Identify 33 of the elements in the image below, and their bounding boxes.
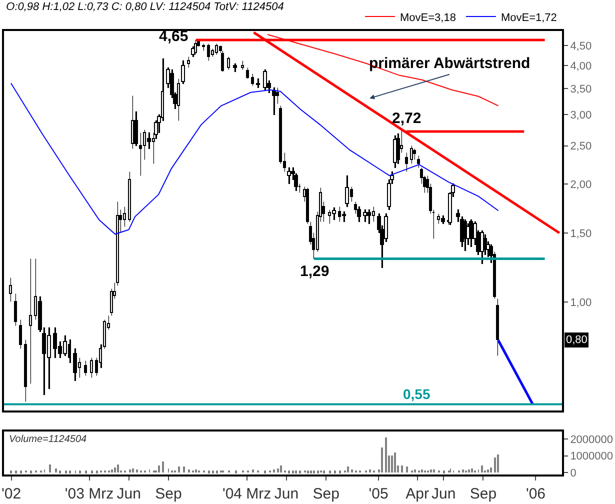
legend-label: MovE=3,18 — [400, 12, 456, 24]
y-tick-label: 1,50 — [570, 228, 592, 240]
y-tick-label: 3,00 — [570, 110, 592, 122]
y-tick-label: 4,00 — [570, 60, 592, 72]
x-tick-label: Sep — [470, 485, 497, 502]
y-tick-label: 1000000 — [570, 450, 614, 463]
x-tick-label: '06 — [526, 485, 546, 502]
annotation: primärer Abwärtstrend — [369, 55, 530, 72]
x-tick-label: Jun — [116, 485, 141, 502]
x-tick-label: Sep — [312, 485, 340, 502]
chart-title: O:0,98 H:1,02 L:0,73 C: 0,80 LV: 1124504 TotV: 1124504 — [6, 1, 284, 14]
x-tick-label: Sep — [155, 485, 182, 502]
y-tick-label: 4,50 — [570, 40, 592, 52]
y-tick-label: 2,50 — [570, 140, 592, 153]
text: 0,80 — [566, 334, 588, 346]
x-tick-label: '02 — [2, 485, 22, 502]
x-tick-label: Jun — [432, 485, 456, 502]
y-tick-label: 1,00 — [570, 297, 592, 310]
x-tick-label: Apr — [406, 485, 430, 502]
y-tick-label: 2000000 — [570, 434, 614, 446]
x-tick-label: '03 Mrz — [64, 485, 114, 502]
x-tick-label: '04 Mrz — [222, 485, 272, 502]
annotation: 2,72 — [392, 110, 422, 127]
annotation: 1,29 — [300, 263, 330, 280]
chart-title: Volume=1124504 — [9, 434, 87, 445]
legend-label: MovE=1,72 — [500, 12, 557, 24]
y-tick-label: 3,50 — [570, 83, 592, 96]
x-tick-label: Jun — [274, 485, 299, 502]
y-tick-label: 2,00 — [570, 178, 592, 191]
ref-line-label: 0,55 — [403, 386, 430, 402]
y-tick-label: 0 — [570, 468, 576, 480]
annotation: 4,65 — [159, 28, 188, 45]
x-tick-label: '05 — [368, 485, 388, 502]
